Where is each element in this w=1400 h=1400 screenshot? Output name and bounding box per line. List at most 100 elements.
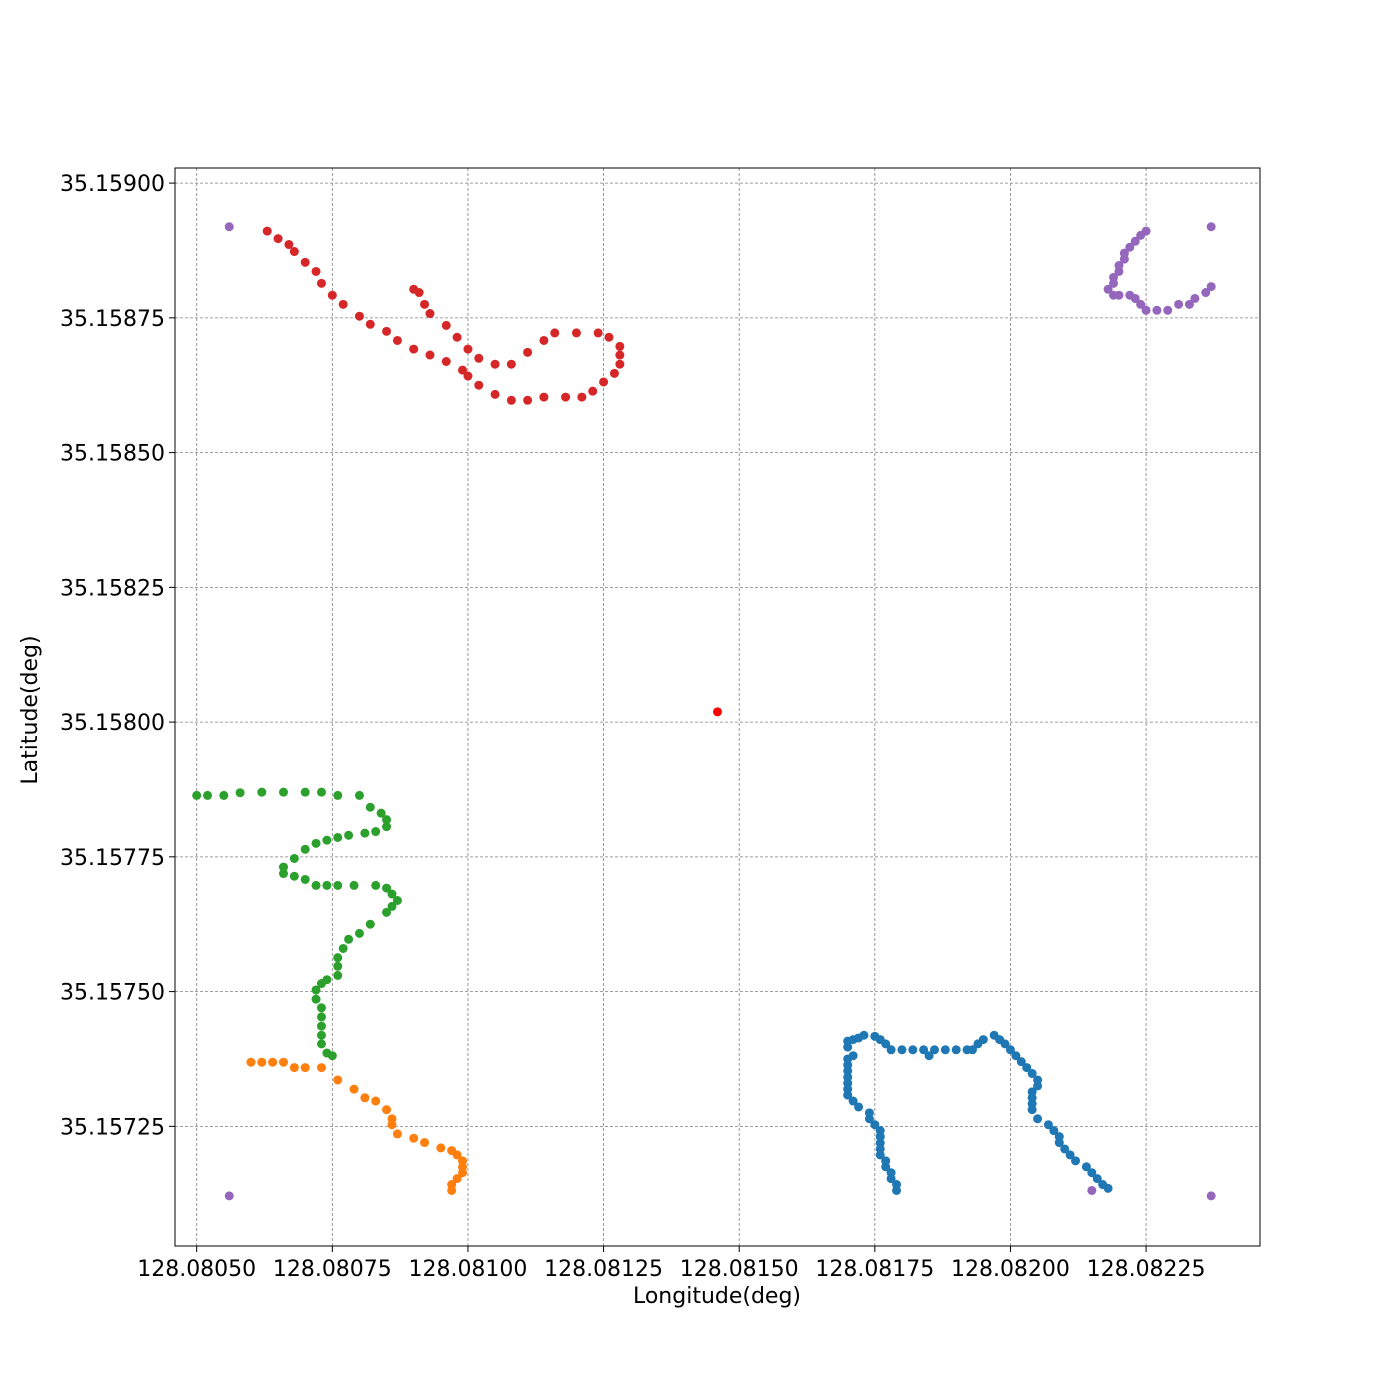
scatter-point — [1092, 1174, 1102, 1184]
x-tick-label: 128.08150 — [680, 1257, 799, 1282]
scatter-point — [322, 835, 332, 845]
scatter-point — [458, 1156, 468, 1166]
scatter-point — [1087, 1185, 1097, 1195]
scatter-point — [523, 395, 533, 405]
scatter-point — [978, 1035, 988, 1045]
scatter-point — [843, 1072, 853, 1082]
scatter-point — [1016, 1057, 1026, 1067]
scatter-point — [360, 828, 370, 838]
plot-frame — [174, 167, 1261, 1247]
scatter-point — [1081, 1162, 1091, 1172]
scatter-point — [333, 961, 343, 971]
scatter-point — [333, 790, 343, 800]
scatter-point — [561, 392, 571, 402]
scatter-point — [930, 1045, 939, 1055]
scatter-point — [300, 787, 310, 797]
y-tick-label: 35.15775 — [60, 846, 165, 871]
scatter-point — [289, 1063, 299, 1073]
scatter-point — [316, 1003, 326, 1013]
scatter-point — [284, 240, 294, 250]
x-tick-label: 128.08225 — [1087, 1257, 1206, 1282]
scatter-point — [316, 1021, 326, 1031]
scatter-point — [349, 1084, 359, 1094]
scatter-point — [257, 1057, 267, 1067]
scatter-point — [1114, 266, 1124, 276]
y-axis-title: Latitude(deg) — [18, 635, 43, 784]
scatter-point — [371, 880, 381, 890]
scatter-point — [539, 335, 549, 345]
scatter-point — [311, 880, 321, 890]
scatter-point — [1136, 299, 1146, 309]
scatter-point — [441, 357, 451, 367]
scatter-point — [311, 266, 321, 276]
scatter-point — [316, 1030, 326, 1040]
scatter-point — [436, 1143, 446, 1153]
scatter-point — [311, 985, 321, 995]
scatter-point — [1190, 293, 1200, 303]
scatter-point — [474, 353, 484, 363]
scatter-point — [599, 377, 609, 387]
y-tick-label: 35.15900 — [60, 172, 165, 197]
scatter-point — [1206, 282, 1216, 292]
scatter-point — [848, 1051, 858, 1061]
scatter-point — [1109, 278, 1119, 288]
scatter-point — [1114, 290, 1124, 300]
scatter-point — [1011, 1051, 1021, 1061]
scatter-point — [924, 1051, 934, 1061]
x-tick-label: 128.08100 — [408, 1257, 527, 1282]
x-tick-label: 128.08175 — [815, 1257, 934, 1282]
scatter-point — [1206, 222, 1216, 232]
scatter-point — [1184, 299, 1194, 309]
scatter-point — [441, 320, 451, 330]
scatter-point — [262, 226, 272, 236]
scatter-point — [1125, 242, 1135, 252]
scatter-point — [333, 953, 343, 963]
scatter-point — [463, 371, 473, 381]
scatter-point — [333, 970, 343, 980]
scatter-point — [1103, 1183, 1113, 1193]
scatter-point — [322, 975, 332, 985]
scatter-point — [1054, 1138, 1064, 1148]
scatter-point — [392, 335, 402, 345]
scatter-point — [577, 392, 587, 402]
scatter-point — [365, 802, 375, 812]
scatter-point — [940, 1045, 950, 1055]
scatter-point — [506, 395, 516, 405]
scatter-point — [316, 278, 326, 288]
series-2 — [192, 787, 402, 1061]
scatter-point — [392, 896, 402, 906]
scatter-point — [967, 1045, 977, 1055]
scatter-point — [550, 328, 560, 338]
scatter-point — [316, 787, 326, 797]
scatter-point — [1027, 1069, 1037, 1079]
scatter-point — [474, 380, 484, 390]
scatter-point — [289, 871, 299, 881]
y-tick-label: 35.15825 — [60, 576, 165, 601]
scatter-point — [919, 1045, 929, 1055]
scatter-point — [382, 907, 392, 917]
data-points — [192, 222, 1216, 1201]
scatter-point — [344, 830, 354, 840]
scatter-point — [409, 344, 419, 354]
scatter-point — [219, 790, 229, 800]
scatter-point — [1103, 284, 1113, 294]
scatter-point — [859, 1030, 869, 1040]
x-axis-title: Longitude(deg) — [633, 1284, 801, 1309]
scatter-point — [908, 1045, 918, 1055]
scatter-point — [349, 880, 359, 890]
scatter-point — [425, 350, 435, 360]
scatter-point — [279, 1057, 288, 1067]
scatter-point — [1071, 1156, 1081, 1166]
scatter-point — [322, 880, 332, 890]
axis-ticks: 128.08050 128.08075 128.08100 128.08125 128.… — [60, 172, 1206, 1282]
scatter-point — [300, 1063, 310, 1073]
scatter-point — [365, 919, 375, 929]
scatter-point — [425, 309, 435, 319]
scatter-point — [588, 386, 598, 396]
scatter-point — [392, 1129, 402, 1139]
scatter-point — [615, 359, 625, 369]
scatter-point — [593, 328, 603, 338]
scatter-point — [1043, 1120, 1053, 1130]
x-tick-label: 128.08075 — [273, 1257, 392, 1282]
